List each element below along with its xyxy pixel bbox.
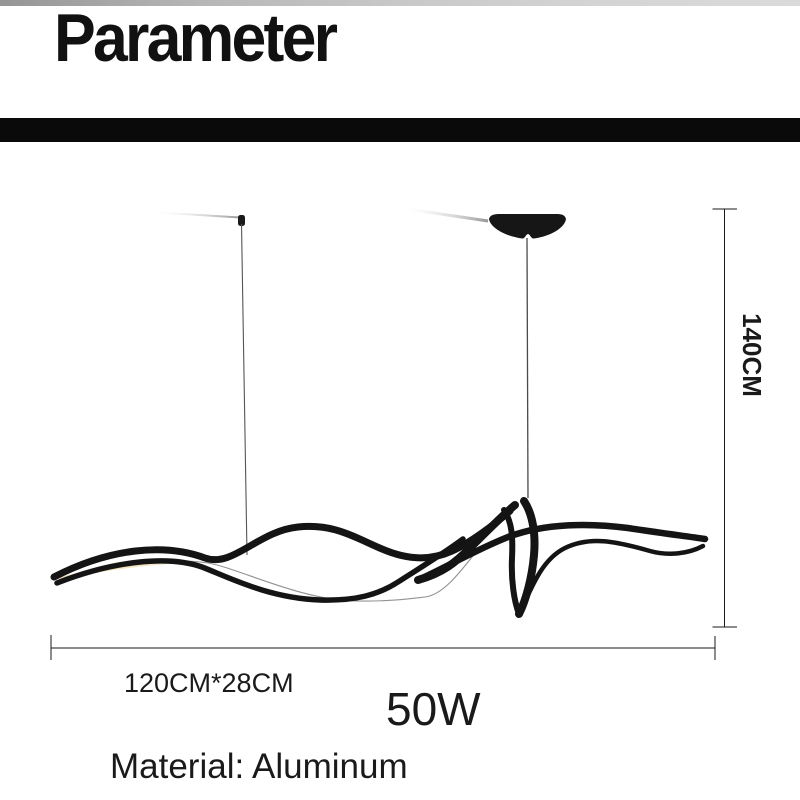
svg-text:120CM*28CM: 120CM*28CM bbox=[124, 668, 294, 698]
svg-text:Material: Aluminum: Material: Aluminum bbox=[110, 747, 408, 786]
svg-text:140CM: 140CM bbox=[737, 313, 767, 397]
svg-text:50W: 50W bbox=[386, 683, 481, 735]
